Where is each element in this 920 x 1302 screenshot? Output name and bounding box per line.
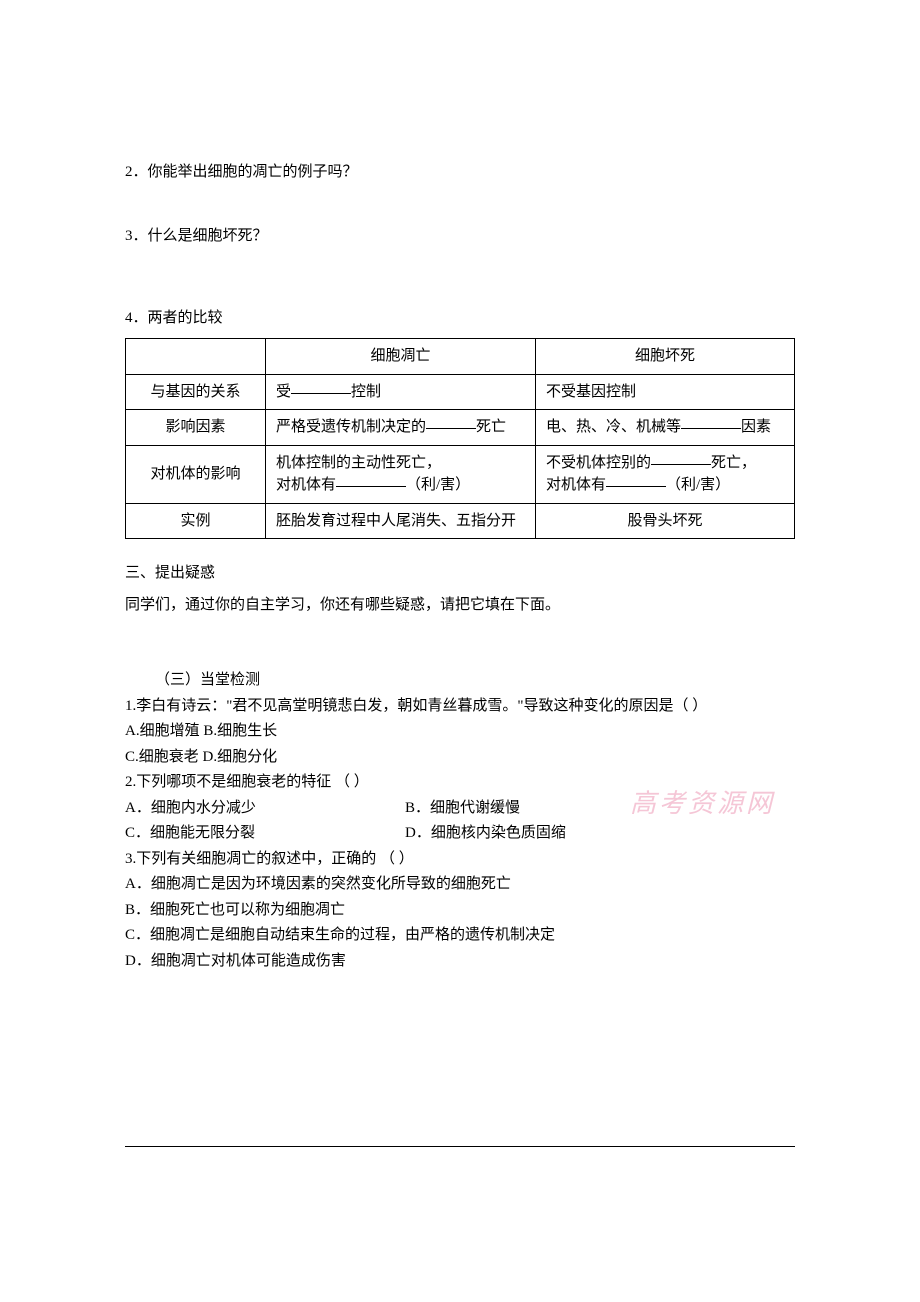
cell-factor-necrosis: 电、热、冷、机械等 因素 — [536, 410, 795, 446]
watermark-text: 高考资源网 — [630, 783, 775, 820]
quiz-q1-stem: 1.李白有诗云："君不见高堂明镜悲白发，朝如青丝暮成雪。"导致这种变化的原因是（… — [125, 694, 795, 720]
fill-blank[interactable] — [606, 472, 666, 487]
footer-divider — [125, 1146, 795, 1147]
question-2: 2．你能举出细胞的凋亡的例子吗？ — [125, 160, 795, 184]
quiz-q2-opt-d: D．细胞核内染色质固缩 — [405, 825, 566, 841]
fill-blank[interactable] — [336, 472, 406, 487]
row-label-effect: 对机体的影响 — [126, 445, 266, 503]
cell-effect-necrosis: 不受机体控别的 死亡， 对机体有 （利/害） — [536, 445, 795, 503]
header-apoptosis: 细胞凋亡 — [266, 339, 536, 375]
section-3-text: 同学们，通过你的自主学习，你还有哪些疑惑，请把它填在下面。 — [125, 593, 795, 619]
text-fragment: 严格受遗传机制决定的 — [276, 419, 426, 435]
cell-effect-apoptosis: 机体控制的主动性死亡， 对机体有 （利/害） — [266, 445, 536, 503]
fill-blank[interactable] — [651, 450, 711, 465]
cell-example-apoptosis: 胚胎发育过程中人尾消失、五指分开 — [266, 503, 536, 539]
question-4-title: 4．两者的比较 — [125, 306, 795, 330]
quiz-q2-options-line2: C．细胞能无限分裂D．细胞核内染色质固缩 — [125, 821, 795, 847]
text-fragment: 电、热、冷、机械等 — [546, 419, 681, 435]
quiz-heading: （三）当堂检测 — [125, 668, 795, 694]
quiz-q3-opt-c: C．细胞凋亡是细胞自动结束生命的过程，由严格的遗传机制决定 — [125, 923, 795, 949]
text-fragment: 对机体有 — [546, 477, 606, 493]
text-fragment: 受 — [276, 384, 291, 400]
text-fragment: 机体控制的主动性死亡， — [276, 455, 441, 471]
text-fragment: （利/害） — [406, 477, 470, 493]
quiz-q2-opt-b: B．细胞代谢缓慢 — [405, 800, 520, 816]
header-necrosis: 细胞坏死 — [536, 339, 795, 375]
comparison-table: 细胞凋亡 细胞坏死 与基因的关系 受 控制 不受基因控制 影响因素 严格受遗传机制… — [125, 338, 795, 539]
quiz-q3-opt-b: B．细胞死亡也可以称为细胞凋亡 — [125, 898, 795, 924]
fill-blank[interactable] — [426, 414, 476, 429]
fill-blank[interactable] — [291, 379, 351, 394]
text-fragment: 控制 — [351, 384, 381, 400]
cell-factor-apoptosis: 严格受遗传机制决定的 死亡 — [266, 410, 536, 446]
question-3: 3．什么是细胞坏死？ — [125, 224, 795, 248]
table-row: 对机体的影响 机体控制的主动性死亡， 对机体有 （利/害） 不受机体控别的 死亡， … — [126, 445, 795, 503]
row-label-example: 实例 — [126, 503, 266, 539]
table-row: 实例 胚胎发育过程中人尾消失、五指分开 股骨头坏死 — [126, 503, 795, 539]
row-label-gene: 与基因的关系 — [126, 374, 266, 410]
table-row: 影响因素 严格受遗传机制决定的 死亡 电、热、冷、机械等 因素 — [126, 410, 795, 446]
text-fragment: （利/害） — [666, 477, 730, 493]
text-fragment: 死亡， — [711, 455, 756, 471]
table-row: 与基因的关系 受 控制 不受基因控制 — [126, 374, 795, 410]
header-blank — [126, 339, 266, 375]
text-fragment: 不受机体控别的 — [546, 455, 651, 471]
quiz-q3-opt-d: D．细胞凋亡对机体可能造成伤害 — [125, 949, 795, 975]
row-label-factor: 影响因素 — [126, 410, 266, 446]
text-fragment: 因素 — [741, 419, 771, 435]
quiz-q3-opt-a: A．细胞凋亡是因为环境因素的突然变化所导致的细胞死亡 — [125, 872, 795, 898]
quiz-q3-stem: 3.下列有关细胞凋亡的叙述中，正确的 （ ） — [125, 847, 795, 873]
cell-example-necrosis: 股骨头坏死 — [536, 503, 795, 539]
cell-gene-necrosis: 不受基因控制 — [536, 374, 795, 410]
text-fragment: 对机体有 — [276, 477, 336, 493]
quiz-q2-opt-a: A．细胞内水分减少 — [125, 796, 405, 822]
text-fragment: 死亡 — [476, 419, 506, 435]
quiz-q1-options-line2: C.细胞衰老 D.细胞分化 — [125, 745, 795, 771]
fill-blank[interactable] — [681, 414, 741, 429]
table-row: 细胞凋亡 细胞坏死 — [126, 339, 795, 375]
cell-gene-apoptosis: 受 控制 — [266, 374, 536, 410]
quiz-q1-options-line1: A.细胞增殖 B.细胞生长 — [125, 719, 795, 745]
quiz-q2-opt-c: C．细胞能无限分裂 — [125, 821, 405, 847]
section-3-heading: 三、提出疑惑 — [125, 561, 795, 587]
